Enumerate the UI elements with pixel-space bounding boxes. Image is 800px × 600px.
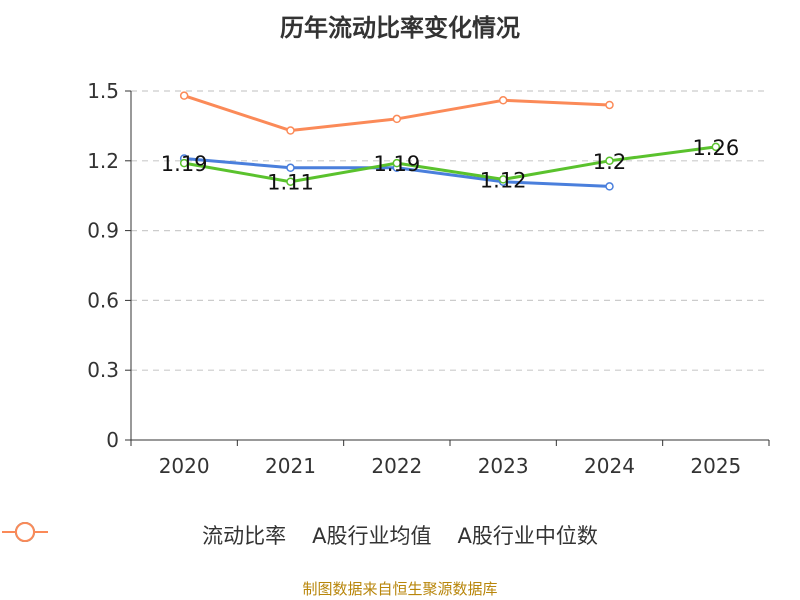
data-label: 1.2 bbox=[593, 150, 626, 174]
data-label: 1.11 bbox=[267, 171, 314, 195]
y-tick-label: 0.3 bbox=[87, 358, 119, 382]
x-tick-label: 2024 bbox=[584, 454, 635, 478]
data-point bbox=[498, 96, 508, 105]
x-tick-label: 2025 bbox=[690, 454, 741, 478]
x-tick-label: 2023 bbox=[478, 454, 529, 478]
x-tick-label: 2022 bbox=[371, 454, 422, 478]
legend-item-industry-median[interactable]: A股行业中位数 bbox=[2, 520, 598, 550]
series-line bbox=[183, 145, 717, 184]
data-point bbox=[286, 177, 295, 186]
data-point bbox=[605, 100, 614, 110]
legend-label: 流动比率 bbox=[202, 524, 287, 548]
y-tick-label: 0.9 bbox=[87, 219, 119, 243]
data-label: 1.26 bbox=[692, 136, 739, 160]
data-point bbox=[711, 142, 721, 152]
data-label-layer: 1.19 1.11 1.19 1.12 1.2 1.26 bbox=[161, 136, 739, 195]
source-footer: 制图数据来自恒生聚源数据库 bbox=[302, 580, 498, 598]
data-label: 1.19 bbox=[373, 152, 420, 176]
data-point bbox=[605, 156, 614, 166]
data-point bbox=[392, 158, 402, 168]
grid-layer bbox=[131, 90, 769, 371]
data-label: 1.19 bbox=[161, 152, 208, 176]
legend-label: A股行业中位数 bbox=[457, 524, 598, 548]
data-point bbox=[286, 126, 295, 135]
series-layer bbox=[179, 91, 721, 191]
axis-layer: 0 0.3 0.6 0.9 1.2 1.5 2020 2021 2022 2023 2024 2025 bbox=[87, 79, 770, 478]
legend-item-current-ratio[interactable]: 流动比率 bbox=[2, 520, 287, 550]
y-tick-label: 0.6 bbox=[87, 288, 119, 312]
data-point bbox=[498, 175, 508, 184]
legend: 流动比率 A股行业均值 A股行业中位数 bbox=[0, 520, 800, 550]
y-tick-label: 0 bbox=[106, 428, 119, 452]
data-point bbox=[179, 158, 189, 168]
x-tick-label: 2020 bbox=[159, 454, 210, 478]
legend-item-industry-mean[interactable]: A股行业均值 bbox=[2, 520, 432, 550]
data-point bbox=[392, 114, 402, 124]
legend-line-icon bbox=[2, 522, 48, 542]
data-point bbox=[286, 163, 295, 173]
x-tick-label: 2021 bbox=[265, 454, 316, 478]
y-tick-label: 1.2 bbox=[87, 149, 119, 173]
legend-label: A股行业均值 bbox=[312, 524, 432, 548]
data-label: 1.12 bbox=[480, 168, 527, 192]
data-point bbox=[179, 91, 189, 100]
series-line bbox=[183, 94, 610, 133]
chart-title: 历年流动比率变化情况 bbox=[280, 14, 520, 42]
y-tick-label: 1.5 bbox=[87, 79, 119, 103]
data-point bbox=[605, 182, 614, 191]
